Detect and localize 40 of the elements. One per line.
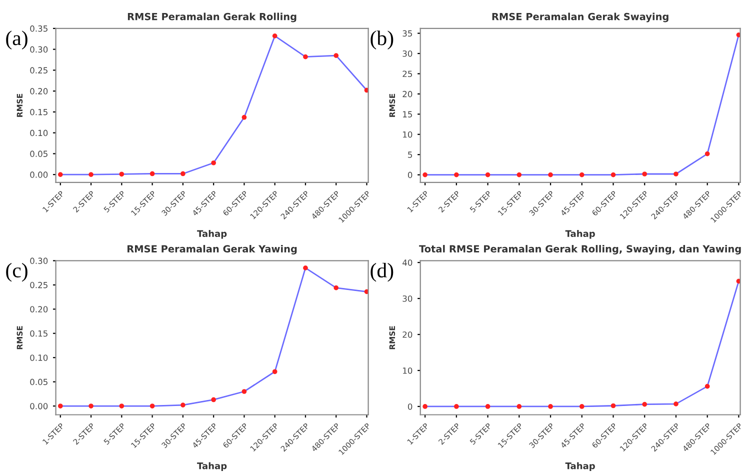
text: (b): [370, 30, 394, 50]
y-tick-label: 0.25: [30, 67, 48, 74]
chart-title: RMSE Peramalan Gerak Rolling: [128, 12, 296, 22]
y-tick-label: 0.15: [30, 330, 48, 337]
text: (d): [370, 262, 394, 282]
y-tick-label: 0.25: [30, 282, 48, 288]
y-tick-label: 0.20: [30, 88, 48, 94]
y-tick-label: 0.20: [30, 306, 48, 312]
y-tick-label: 0.05: [30, 150, 48, 157]
y-tick-label: 40: [402, 259, 412, 266]
chart-title: RMSE Peramalan Gerak Swaying: [492, 12, 668, 22]
y-tick-label: 0.30: [30, 46, 48, 53]
y-tick-label: 20: [402, 331, 412, 338]
y-tick-label: 10: [403, 367, 412, 374]
y-tick-label: 0.00: [30, 172, 48, 178]
text: (c): [6, 262, 28, 282]
y-tick-label: 0.00: [30, 403, 48, 410]
x-axis-title: Tahap: [565, 462, 595, 472]
y-tick-label: 35: [402, 30, 412, 37]
chart-title: RMSE Peramalan Gerak Yawing: [128, 244, 297, 254]
y-tick-label: 0: [408, 403, 412, 410]
y-tick-label: 5: [408, 152, 412, 158]
y-tick-label: 15: [403, 111, 412, 118]
y-tick-label: 10: [403, 131, 412, 138]
y-tick-label: 25: [402, 70, 412, 78]
y-tick-label: 0.15: [30, 108, 48, 116]
y-tick-label: 0.05: [30, 378, 48, 386]
y-tick-label: 0.30: [30, 258, 48, 264]
x-axis-title: Tahap: [197, 230, 227, 239]
y-tick-label: 0.35: [30, 25, 48, 32]
x-axis-title: Tahap: [565, 230, 595, 239]
y-tick-label: 30: [402, 50, 412, 57]
text: (a): [6, 30, 28, 50]
y-tick-label: 0.10: [30, 130, 48, 136]
y-tick-label: 0: [408, 172, 412, 178]
y-tick-label: 20: [402, 90, 412, 98]
y-tick-label: 0.10: [30, 354, 48, 361]
x-axis-title: Tahap: [197, 462, 227, 472]
y-tick-label: 30: [402, 295, 412, 302]
chart-title: Total RMSE Peramalan Gerak Rolling, Swaying, dan Yawing: [419, 244, 741, 254]
